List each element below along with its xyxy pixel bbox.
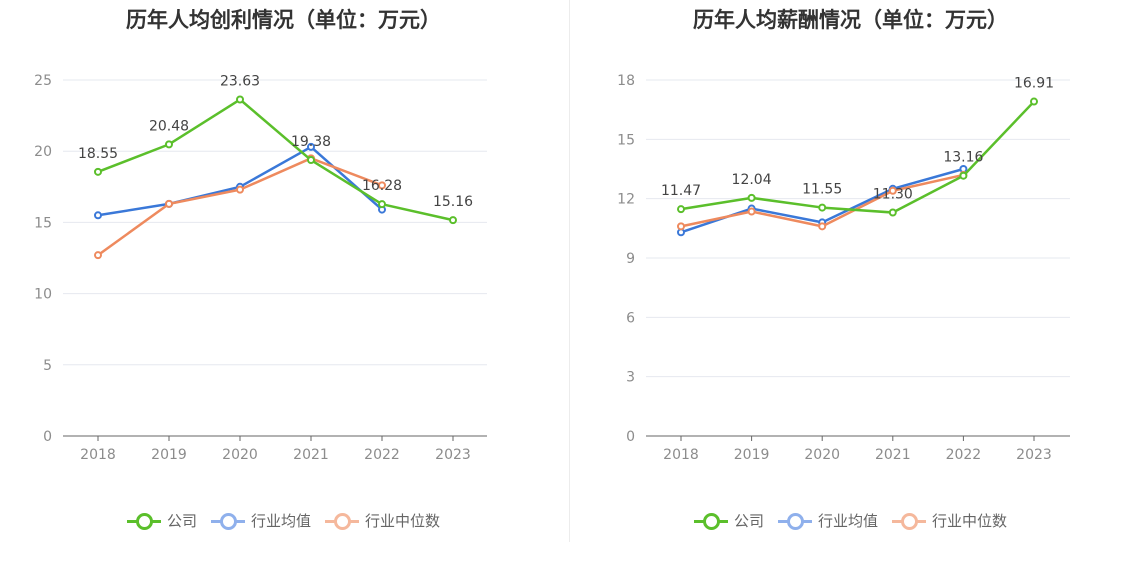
x-tick-label: 2018	[663, 447, 699, 463]
legend-item-company[interactable]: 公司	[126, 510, 197, 531]
legend-label: 行业均值	[250, 512, 311, 530]
data-label: 16.91	[1014, 76, 1054, 92]
data-point-industry-median	[165, 199, 173, 208]
legend-label: 行业中位数	[365, 512, 441, 530]
data-label: 19.38	[291, 134, 331, 150]
data-point-company	[747, 193, 756, 202]
y-tick-label: 15	[617, 132, 635, 148]
y-tick-label: 0	[43, 429, 52, 445]
data-point-company	[378, 200, 386, 209]
legend-line-circle-icon	[325, 512, 359, 530]
legend-line-circle-icon	[693, 512, 728, 530]
data-point-industry-median	[677, 222, 685, 231]
y-tick-label: 3	[626, 370, 635, 386]
chart-title: 历年人均薪酬情况（单位：万元）	[693, 8, 1008, 32]
data-point-company	[818, 203, 827, 212]
chart-panel-profit: 历年人均创利情况（单位：万元） 0 5 10 15 20 25 2018 2019 2020 20…	[0, 8, 567, 531]
x-tick-label: 2023	[435, 447, 471, 463]
x-tick-label: 2021	[875, 447, 911, 463]
x-tick-label: 2023	[1016, 447, 1052, 463]
data-point-company	[449, 216, 457, 225]
data-point-company	[888, 208, 897, 217]
data-point-company	[165, 140, 173, 149]
x-tick-label: 2022	[364, 447, 400, 463]
x-tick-label: 2019	[151, 447, 187, 463]
x-tick-label: 2020	[804, 447, 840, 463]
y-tick-label: 18	[617, 73, 635, 89]
legend: 公司 行业均值 行业中位数	[0, 510, 567, 531]
data-point-industry-median	[94, 251, 102, 260]
data-label: 12.04	[732, 172, 772, 188]
y-tick-label: 10	[34, 287, 52, 303]
chart-title: 历年人均创利情况（单位：万元）	[126, 8, 441, 32]
legend-line-circle-icon	[126, 512, 161, 530]
legend-item-industry-average[interactable]: 行业均值	[777, 510, 878, 531]
legend-label: 行业均值	[817, 512, 878, 530]
legend-label: 公司	[733, 512, 764, 530]
legend-item-company[interactable]: 公司	[693, 510, 764, 531]
legend-item-industry-median[interactable]: 行业中位数	[325, 510, 440, 531]
data-label: 20.48	[149, 118, 189, 134]
legend-label: 行业中位数	[932, 512, 1008, 530]
chart-panel-salary: 历年人均薪酬情况（单位：万元） 0 3 6 9 12 15 18 2018 2019 2020 20…	[567, 0, 1134, 582]
data-point-company	[236, 95, 244, 104]
data-point-company	[677, 205, 685, 214]
panel-divider	[569, 0, 570, 542]
legend-item-industry-average[interactable]: 行业均值	[210, 510, 311, 531]
data-point-industry-median	[236, 185, 244, 194]
series-line-company	[680, 100, 1035, 214]
data-label: 23.63	[220, 74, 260, 90]
data-point-industry-average	[94, 211, 102, 220]
legend-line-circle-icon	[777, 512, 812, 530]
series-line-industry-average	[97, 145, 383, 217]
data-label: 11.47	[661, 183, 701, 199]
x-tick-label: 2019	[734, 447, 770, 463]
y-tick-label: 15	[34, 215, 52, 231]
y-tick-label: 12	[617, 192, 635, 208]
y-tick-label: 20	[34, 144, 52, 160]
data-point-company	[959, 171, 968, 180]
x-tick-label: 2018	[80, 447, 116, 463]
data-point-industry-median	[818, 222, 827, 231]
y-tick-label: 5	[43, 358, 52, 374]
data-point-company	[307, 156, 315, 165]
salary-line-chart: 0 3 6 9 12 15 18 2018 2019 2020 2021 2022 2023 11.47 1…	[617, 73, 1070, 463]
legend-label: 公司	[166, 512, 197, 530]
data-label: 13.16	[943, 150, 983, 166]
legend: 公司 行业均值 行业中位数	[567, 510, 1134, 531]
data-point-company	[94, 167, 102, 176]
data-label: 11.30	[873, 187, 913, 203]
data-point-industry-average	[307, 142, 315, 151]
y-tick-label: 6	[626, 310, 635, 326]
data-point-industry-median	[888, 186, 897, 195]
x-tick-label: 2020	[222, 447, 258, 463]
y-tick-label: 0	[626, 429, 635, 445]
x-tick-label: 2021	[293, 447, 329, 463]
y-tick-label: 25	[34, 73, 52, 89]
data-point-company	[1030, 97, 1038, 106]
data-point-industry-median	[378, 181, 386, 190]
y-tick-label: 9	[626, 251, 635, 267]
data-label: 15.16	[433, 194, 473, 210]
legend-line-circle-icon	[210, 512, 245, 530]
data-label: 16.28	[362, 178, 402, 194]
series-line-company	[97, 98, 454, 222]
data-label: 11.55	[802, 182, 842, 198]
data-point-industry-median	[747, 207, 756, 216]
x-tick-label: 2022	[946, 447, 982, 463]
data-label: 18.55	[78, 146, 118, 162]
profit-line-chart: 0 5 10 15 20 25 2018 2019 2020 2021 2022 2023 18.55 2…	[34, 73, 487, 463]
legend-line-circle-icon	[892, 512, 926, 530]
legend-item-industry-median[interactable]: 行业中位数	[892, 510, 1007, 531]
